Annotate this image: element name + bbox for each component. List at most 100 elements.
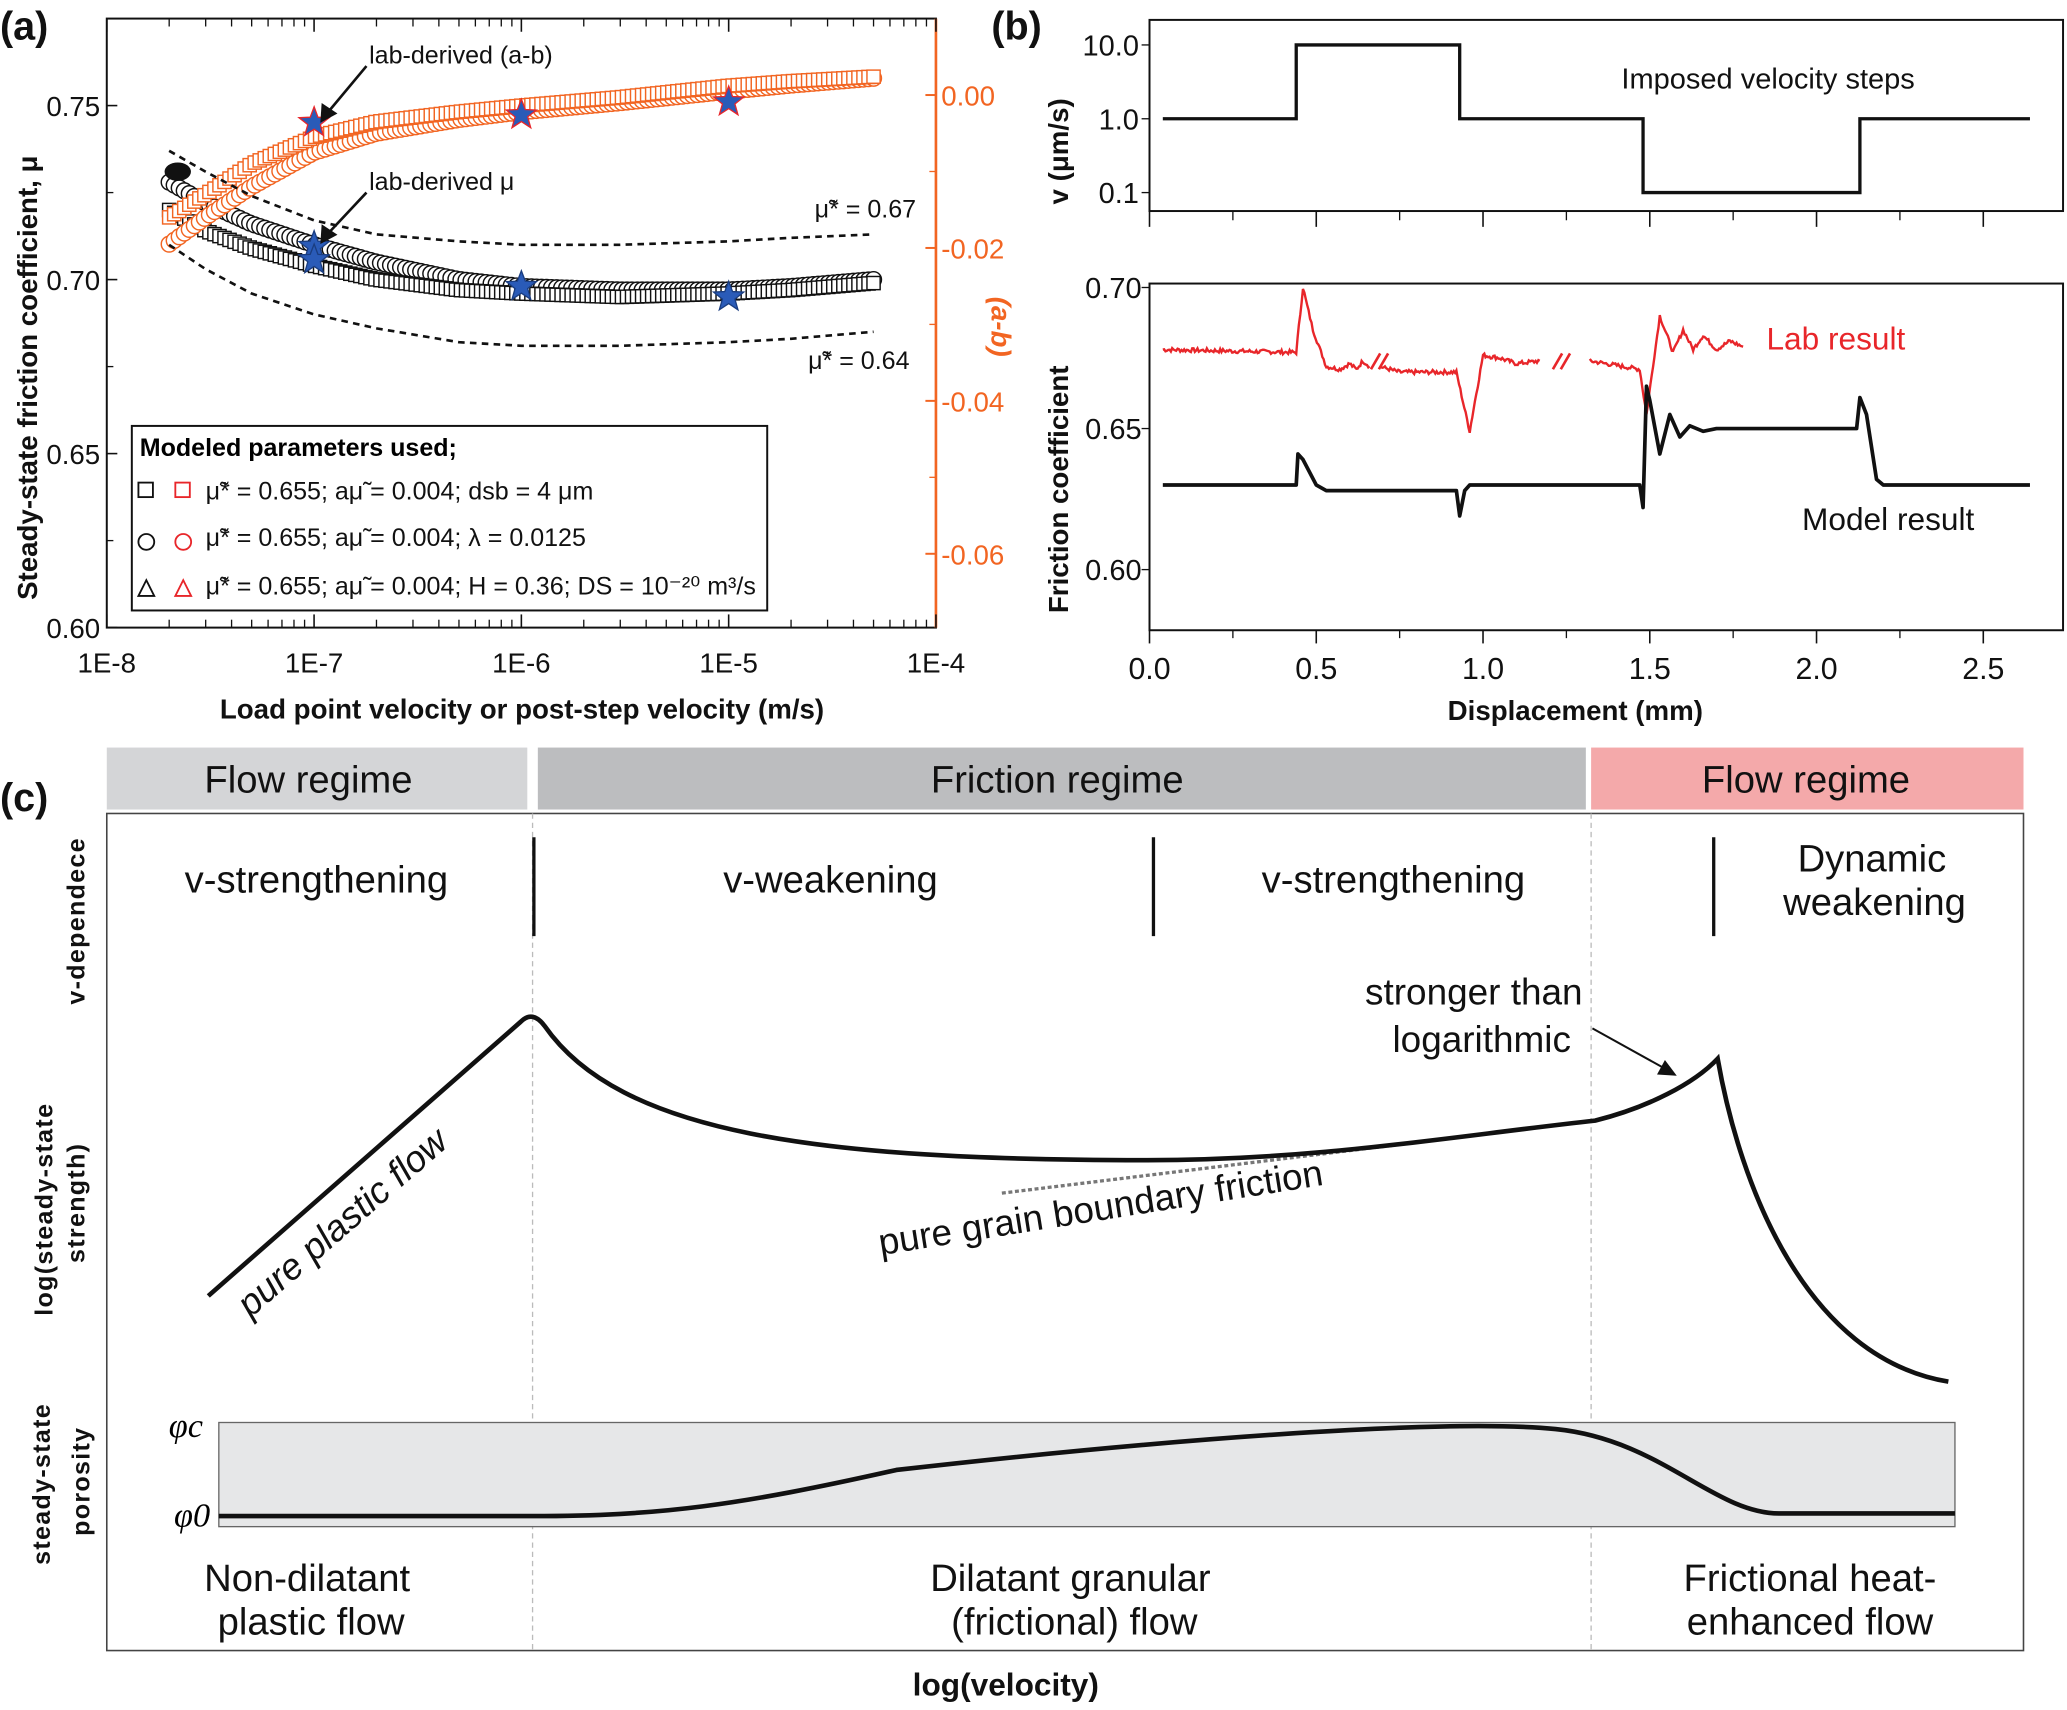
panel-c-schematic: Flow regime Friction regime Flow regime … — [28, 747, 2025, 1702]
legend-model-result: Model result — [1802, 501, 1974, 537]
data-point — [866, 275, 881, 291]
y-tick-label-a: 0.60 — [46, 613, 100, 644]
arrowhead-icon — [320, 224, 338, 244]
lab-result-line — [1162, 288, 1371, 373]
strength-curve — [206, 1014, 1949, 1384]
regime-bar-friction — [537, 747, 1586, 810]
phi-0-label: φ0 — [174, 1497, 210, 1535]
arrow-lab-ab — [325, 65, 368, 115]
regime-description: (frictional) flow — [951, 1601, 1198, 1644]
legend-title: Modeled parameters used; — [140, 434, 457, 462]
y-tick-label-a: 0.65 — [46, 439, 100, 470]
y-axis-label-b-bottom: Friction coefficient — [1043, 366, 1074, 614]
lab-result-line — [1588, 314, 1744, 415]
lab-data-star-icon — [297, 242, 331, 275]
regime-description: enhanced flow — [1687, 1601, 1934, 1644]
y-tick-label-b-top: 10.0 — [1083, 30, 1139, 62]
regime-description: Frictional heat- — [1684, 1557, 1937, 1600]
legend-lab-result: Lab result — [1766, 320, 1905, 356]
arrowhead-icon — [320, 102, 338, 123]
series-square-markers — [161, 69, 881, 225]
panel-b-chart: 0.0 0.5 1.0 1.5 2.0 2.5 10.0 1.0 0.1 0.70 0.65 0.60… — [1043, 18, 2065, 726]
annotation-stronger: logarithmic — [1392, 1019, 1570, 1060]
y-tick-label-b-top: 1.0 — [1099, 104, 1139, 136]
regime-description: Non-dilatant — [204, 1557, 410, 1600]
x-tick-label-b: 2.5 — [1962, 653, 2004, 686]
y-axis-label-a: Steady-state friction coefficient, μ — [12, 156, 43, 600]
v-dependence-label: weakening — [1782, 881, 1966, 924]
legend-entry: μ̃* = 0.655; aμ̃ = 0.004; H = 0.36; DS =… — [206, 573, 756, 601]
v-dependence-axis-label: v-dependece — [62, 837, 90, 1005]
annotation-pure-plastic-flow: pure plastic flow — [228, 1118, 457, 1325]
regime-bar-flow-left — [106, 747, 528, 810]
regime-label: Flow regime — [1702, 758, 1910, 801]
lab-data-star-icon — [711, 84, 746, 117]
x-tick-label-b: 2.0 — [1795, 653, 1837, 686]
y2-tick-label-a: -0.02 — [941, 233, 1004, 264]
regime-label: Flow regime — [204, 758, 412, 801]
v-dependence-label: v-strengthening — [1262, 859, 1525, 902]
data-point — [866, 69, 881, 85]
triangle-marker-icon — [136, 578, 156, 597]
y-tick-label-b-bottom: 0.70 — [1085, 273, 1141, 305]
x-tick-label-a: 1E-7 — [285, 647, 343, 678]
x-tick-label-a: 1E-8 — [78, 647, 136, 678]
regime-description: plastic flow — [218, 1601, 405, 1644]
y-tick-label-b-bottom: 0.60 — [1085, 555, 1141, 587]
triangle-marker-icon — [173, 578, 193, 597]
x-tick-label-b: 0.5 — [1295, 653, 1337, 686]
dashed-reference-curve — [168, 149, 874, 247]
annotation-velocity-steps: Imposed velocity steps — [1621, 63, 1914, 95]
data-point-cluster — [164, 162, 191, 181]
legend-entry: μ̃* = 0.655; aμ̃ = 0.004; λ = 0.0125 — [206, 524, 586, 552]
square-marker-icon — [174, 481, 191, 499]
velocity-step-line — [1162, 43, 2030, 195]
annotation-mu-067: μ̃* = 0.67 — [815, 196, 916, 224]
regime-description: Dilatant granular — [930, 1557, 1211, 1600]
axis-break-icon — [1369, 352, 1572, 370]
strength-axis-label: strength) — [62, 1143, 90, 1263]
v-dependence-dividers — [532, 837, 1716, 937]
circle-marker-icon — [137, 533, 156, 551]
circle-marker-icon — [174, 533, 193, 551]
lab-result-line — [1378, 351, 1541, 434]
legend-entry: μ̃* = 0.655; aμ̃ = 0.004; dsb = 4 μm — [206, 478, 594, 506]
x-tick-label-b: 1.0 — [1462, 653, 1504, 686]
x-tick-label-a: 1E-4 — [907, 647, 965, 678]
x-axis-label-a: Load point velocity or post-step velocit… — [220, 694, 824, 725]
y2-axis-label-a: (a-b) — [985, 297, 1016, 357]
x-axis-label-c: log(velocity) — [913, 1666, 1099, 1702]
panel-label-b: (b) — [991, 5, 1041, 49]
y-tick-label-a: 0.75 — [46, 91, 100, 122]
lab-data-star-icon — [711, 279, 746, 312]
model-result-line — [1162, 384, 2030, 518]
y2-tick-label-a: -0.06 — [941, 539, 1004, 570]
arrow-lab-mu — [325, 191, 368, 236]
y-tick-label-b-bottom: 0.65 — [1085, 414, 1141, 446]
plot-frame-b-bottom — [1148, 282, 2065, 632]
x-axis-label-b: Displacement (mm) — [1448, 695, 1703, 726]
x-tick-label-b: 1.5 — [1629, 653, 1671, 686]
annotation-lab-ab: lab-derived (a-b) — [369, 41, 553, 69]
x-tick-label-a: 1E-6 — [492, 647, 550, 678]
legend-a: Modeled parameters used; μ̃* = 0.655; aμ… — [130, 424, 769, 612]
v-dependence-label: v-weakening — [723, 859, 938, 902]
strength-axis-label: log(steady-state — [31, 1103, 59, 1316]
v-dependence-label: Dynamic — [1798, 837, 1947, 880]
porosity-band — [218, 1421, 1956, 1528]
y-axis-label-b-top: v (μm/s) — [1043, 98, 1074, 204]
annotation-mu-064: μ̃* = 0.64 — [808, 347, 909, 375]
porosity-curve — [218, 1423, 1955, 1519]
x-tick-label-a: 1E-5 — [699, 647, 757, 678]
lab-data-star-icon — [504, 97, 539, 130]
porosity-axis-label: steady-state — [28, 1403, 56, 1565]
panel-label-a: (a) — [0, 5, 48, 49]
annotation-lab-mu: lab-derived μ — [369, 168, 514, 196]
y2-tick-label-a: -0.04 — [941, 386, 1004, 417]
annotation-grain-boundary: pure grain boundary friction — [875, 1152, 1325, 1263]
y2-tick-label-a: 0.00 — [941, 81, 995, 112]
y-tick-label-a: 0.70 — [46, 265, 100, 296]
v-dependence-label: v-strengthening — [185, 859, 448, 902]
legend-box — [130, 424, 769, 612]
